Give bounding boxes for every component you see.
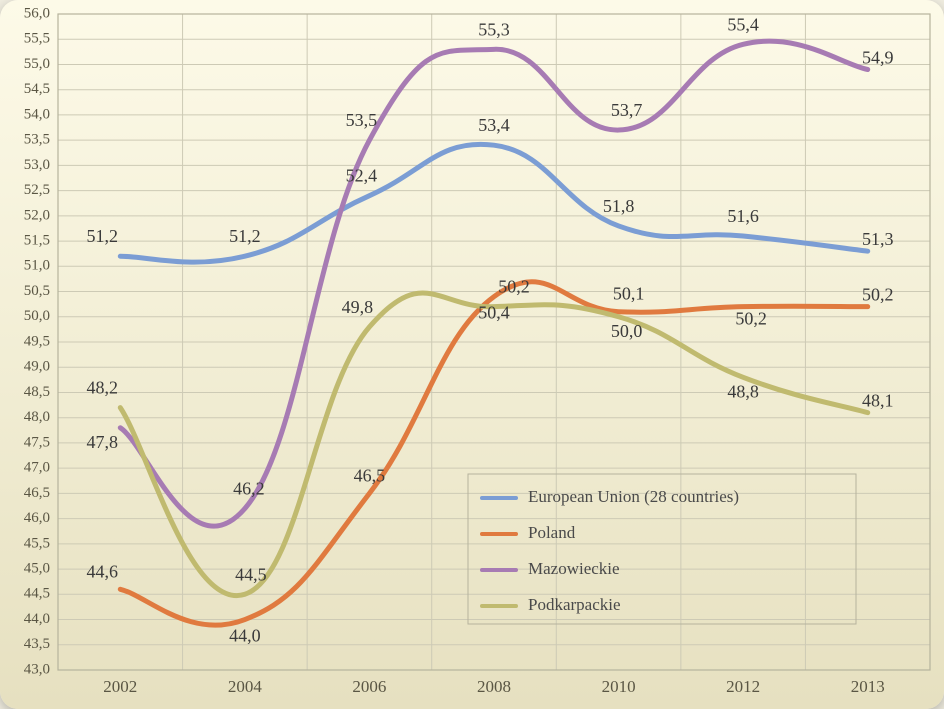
- data-label: 50,4: [478, 303, 510, 323]
- y-tick-label: 47,5: [24, 434, 50, 450]
- data-label: 50,2: [498, 277, 530, 297]
- series-line: [120, 282, 867, 625]
- data-label: 44,0: [229, 626, 261, 646]
- y-tick-label: 51,5: [24, 233, 50, 249]
- data-label: 51,2: [229, 226, 261, 246]
- data-label: 55,3: [478, 19, 510, 39]
- legend-label: Poland: [528, 523, 576, 542]
- data-label: 50,2: [735, 309, 767, 329]
- y-tick-label: 55,0: [24, 56, 50, 72]
- y-tick-label: 43,0: [24, 661, 50, 677]
- x-tick-label: 2004: [228, 677, 263, 696]
- y-tick-label: 54,0: [24, 106, 50, 122]
- x-tick-label: 2012: [726, 677, 760, 696]
- y-tick-label: 44,5: [24, 586, 50, 602]
- data-label: 53,7: [611, 100, 643, 120]
- data-label: 46,2: [233, 479, 265, 499]
- data-label: 53,5: [346, 110, 378, 130]
- data-label: 44,5: [235, 564, 267, 584]
- data-label: 54,9: [862, 48, 894, 68]
- y-tick-label: 49,0: [24, 359, 50, 375]
- data-label: 48,2: [87, 378, 119, 398]
- series-line: [120, 41, 867, 526]
- y-tick-label: 48,5: [24, 384, 50, 400]
- data-label: 53,4: [478, 115, 510, 135]
- series-line: [120, 293, 867, 596]
- data-label: 44,6: [87, 561, 119, 581]
- data-label: 48,1: [862, 391, 894, 411]
- x-tick-label: 2002: [103, 677, 137, 696]
- y-tick-label: 43,5: [24, 636, 50, 652]
- data-label: 51,3: [862, 229, 894, 249]
- y-tick-label: 49,5: [24, 333, 50, 349]
- y-tick-label: 47,0: [24, 460, 50, 476]
- legend-label: European Union (28 countries): [528, 487, 739, 506]
- line-chart: 43,0 43,5 44,0 44,5 45,0 45,5 46,0 46,5 47,0 47,5…: [0, 0, 944, 709]
- y-tick-label: 51,0: [24, 258, 50, 274]
- y-tick-label: 54,5: [24, 81, 50, 97]
- data-label: 51,8: [603, 196, 635, 216]
- data-label: 50,2: [862, 285, 894, 305]
- legend-label: Podkarpackie: [528, 595, 621, 614]
- y-tick-label: 45,5: [24, 535, 50, 551]
- data-label: 55,4: [727, 14, 759, 34]
- y-tick-label: 50,5: [24, 283, 50, 299]
- x-tick-label: 2006: [352, 677, 386, 696]
- y-tick-label: 48,0: [24, 409, 50, 425]
- data-label: 50,1: [613, 284, 645, 304]
- x-tick-label: 2010: [602, 677, 636, 696]
- y-tick-label: 53,0: [24, 157, 50, 173]
- y-tick-label: 50,0: [24, 308, 50, 324]
- data-label: 48,8: [727, 381, 759, 401]
- x-tick-label: 2008: [477, 677, 511, 696]
- y-tick-label: 44,0: [24, 611, 50, 627]
- y-tick-label: 52,0: [24, 207, 50, 223]
- data-label: 51,6: [727, 206, 759, 226]
- y-tick-label: 52,5: [24, 182, 50, 198]
- y-tick-label: 46,5: [24, 485, 50, 501]
- data-label: 49,8: [342, 297, 374, 317]
- y-tick-label: 45,0: [24, 561, 50, 577]
- data-label: 50,0: [611, 321, 643, 341]
- y-tick-label: 46,0: [24, 510, 50, 526]
- y-tick-label: 56,0: [24, 5, 50, 21]
- x-tick-label: 2013: [851, 677, 885, 696]
- y-tick-label: 55,5: [24, 31, 50, 47]
- data-label: 46,5: [354, 465, 386, 485]
- data-label: 51,2: [87, 226, 119, 246]
- data-label: 52,4: [346, 166, 378, 186]
- y-tick-label: 53,5: [24, 132, 50, 148]
- chart-container: 43,0 43,5 44,0 44,5 45,0 45,5 46,0 46,5 47,0 47,5…: [0, 0, 944, 709]
- data-label: 47,8: [87, 432, 119, 452]
- legend-label: Mazowieckie: [528, 559, 620, 578]
